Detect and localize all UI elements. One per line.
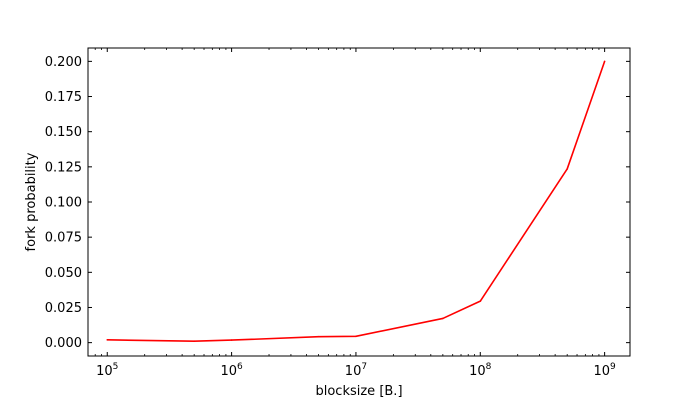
x-tick-label: 106 xyxy=(220,362,243,379)
x-tick-label: 105 xyxy=(96,362,118,379)
x-tick-label: 107 xyxy=(345,362,367,379)
y-tick-label: 0.100 xyxy=(45,196,82,211)
x-tick-label-base: 10 xyxy=(469,364,486,379)
y-tick-label: 0.125 xyxy=(45,160,82,175)
plot-frame xyxy=(87,47,631,357)
x-tick-label-exponent: 9 xyxy=(610,362,616,372)
y-axis-label: fork probability xyxy=(24,152,39,251)
data-point xyxy=(317,335,320,338)
data-point xyxy=(106,339,109,341)
x-tick-label-exponent: 5 xyxy=(113,362,119,372)
x-tick-label-base: 10 xyxy=(220,364,237,379)
data-point xyxy=(479,300,482,302)
y-tick-label: 0.075 xyxy=(45,231,82,246)
data-point xyxy=(442,317,444,320)
data-point xyxy=(603,60,606,63)
x-tick-label-base: 10 xyxy=(96,364,113,379)
x-tick-label: 108 xyxy=(469,362,492,379)
x-tick-label-exponent: 8 xyxy=(486,362,492,372)
x-tick-label-base: 10 xyxy=(593,364,610,379)
y-tick-label: 0.200 xyxy=(45,55,82,70)
x-tick-label-base: 10 xyxy=(345,364,362,379)
y-tick-label: 0.000 xyxy=(45,336,82,351)
x-axis-label: blocksize [B.] xyxy=(315,384,402,399)
data-point xyxy=(230,339,233,341)
x-tick-label-exponent: 6 xyxy=(237,362,243,372)
data-point xyxy=(193,340,195,343)
x-tick-label-exponent: 7 xyxy=(361,362,367,372)
data-point xyxy=(566,168,568,170)
y-tick-label: 0.050 xyxy=(45,266,82,281)
y-tick-label: 0.175 xyxy=(45,90,82,105)
y-tick-label: 0.025 xyxy=(45,301,82,316)
x-tick-label: 109 xyxy=(593,362,616,379)
data-point xyxy=(355,335,357,338)
y-tick-label: 0.150 xyxy=(45,125,82,140)
